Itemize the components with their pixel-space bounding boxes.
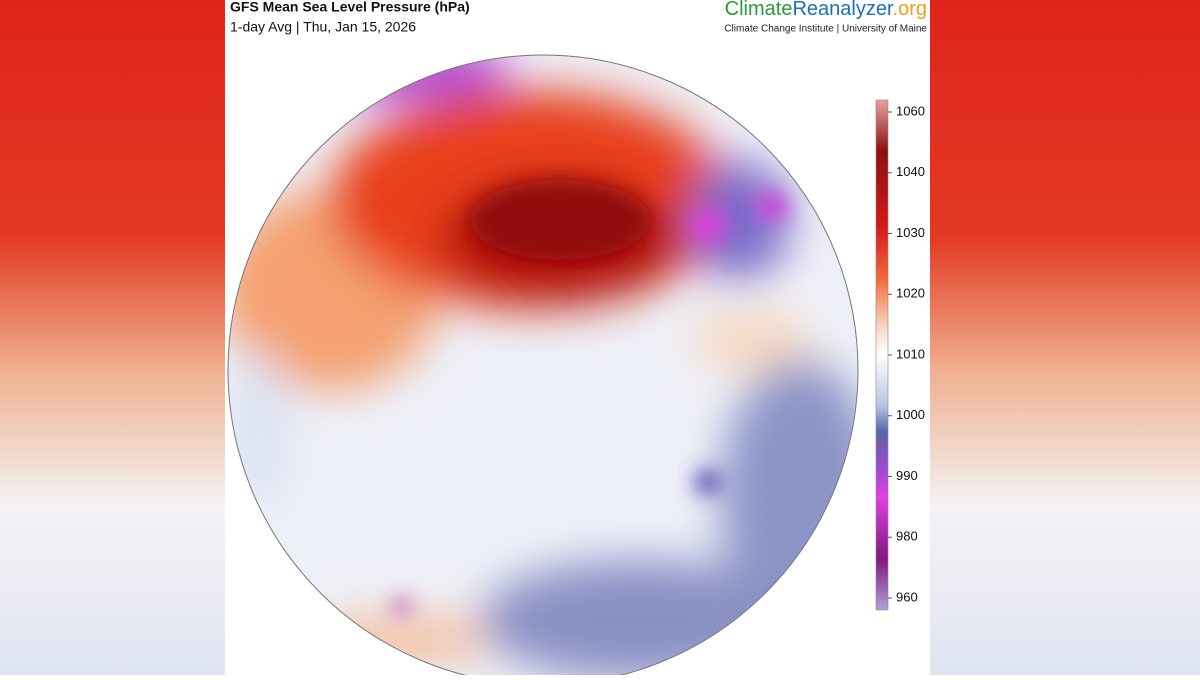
brand-part: Climate: [725, 0, 793, 20]
colorbar-tick-label: 1060: [896, 103, 925, 118]
colorbar-tick-label: 1020: [896, 286, 925, 301]
blurred-background-right: [930, 0, 1200, 675]
globe: [228, 55, 858, 680]
brand: ClimateReanalyzer.org: [725, 0, 927, 20]
globe-outline: [227, 54, 859, 680]
colorbar: [875, 99, 889, 611]
colorbar-tick-label: 1030: [896, 225, 925, 240]
colorbar-tick-label: 990: [896, 468, 918, 483]
colorbar-tick-label: 1000: [896, 407, 925, 422]
map-subtitle: 1-day Avg | Thu, Jan 15, 2026: [230, 19, 416, 35]
blurred-background-left: [0, 0, 225, 675]
colorbar-tick-label: 1040: [896, 164, 925, 179]
colorbar-tick-label: 960: [896, 589, 918, 604]
colorbar-tick-label: 980: [896, 529, 918, 544]
colorbar-tick-label: 1010: [896, 346, 925, 361]
brand-part: .org: [893, 0, 927, 20]
map-title: GFS Mean Sea Level Pressure (hPa): [230, 0, 470, 15]
brand-part: Reanalyzer: [792, 0, 894, 20]
colorbar-ticks: 1060 1040 1030 1020 1010 1000 990 980 960: [888, 103, 925, 604]
credit: Climate Change Institute | University of…: [724, 24, 927, 35]
